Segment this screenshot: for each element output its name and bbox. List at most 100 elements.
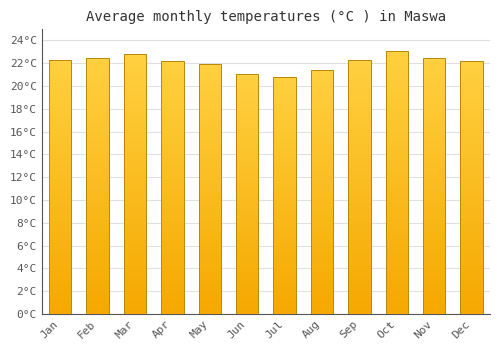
Bar [49, 192, 72, 195]
Bar [386, 172, 408, 174]
Bar [460, 79, 483, 81]
Bar [311, 170, 333, 173]
Bar [198, 124, 221, 127]
Bar [49, 65, 72, 68]
Bar [161, 256, 184, 258]
Bar [274, 300, 296, 302]
Bar [161, 276, 184, 279]
Bar [386, 93, 408, 96]
Bar [460, 134, 483, 137]
Bar [124, 304, 146, 306]
Bar [236, 300, 258, 302]
Bar [124, 210, 146, 213]
Bar [86, 222, 109, 224]
Bar [274, 309, 296, 312]
Bar [348, 273, 370, 276]
Bar [274, 307, 296, 309]
Bar [124, 111, 146, 114]
Bar [161, 147, 184, 149]
Bar [198, 112, 221, 114]
Bar [311, 168, 333, 170]
Bar [49, 289, 72, 291]
Bar [460, 236, 483, 238]
Bar [311, 294, 333, 297]
Bar [460, 228, 483, 231]
Bar [386, 188, 408, 190]
Bar [236, 261, 258, 264]
Bar [124, 275, 146, 278]
Bar [124, 57, 146, 60]
Bar [49, 271, 72, 273]
Bar [423, 178, 446, 181]
Bar [274, 274, 296, 276]
Bar [311, 124, 333, 126]
Bar [49, 177, 72, 179]
Bar [274, 224, 296, 226]
Bar [124, 299, 146, 301]
Bar [460, 102, 483, 104]
Bar [86, 304, 109, 306]
Bar [161, 223, 184, 225]
Bar [86, 291, 109, 294]
Bar [460, 137, 483, 139]
Bar [423, 281, 446, 283]
Bar [311, 165, 333, 168]
Bar [274, 169, 296, 172]
Bar [236, 179, 258, 182]
Bar [311, 158, 333, 160]
Bar [274, 105, 296, 108]
Bar [161, 76, 184, 79]
Bar [460, 86, 483, 89]
Bar [386, 138, 408, 140]
Bar [236, 136, 258, 139]
Bar [124, 306, 146, 309]
Bar [198, 142, 221, 144]
Bar [423, 263, 446, 265]
Bar [198, 177, 221, 179]
Bar [423, 278, 446, 281]
Bar [161, 177, 184, 180]
Bar [311, 119, 333, 121]
Bar [423, 145, 446, 147]
Bar [460, 112, 483, 114]
Bar [86, 93, 109, 96]
Bar [311, 233, 333, 236]
Bar [124, 192, 146, 195]
Bar [236, 105, 258, 107]
Bar [124, 293, 146, 296]
Bar [161, 233, 184, 236]
Bar [49, 197, 72, 199]
Bar [161, 132, 184, 134]
Bar [198, 179, 221, 182]
Bar [124, 309, 146, 312]
Bar [386, 82, 408, 85]
Bar [274, 164, 296, 167]
Bar [386, 303, 408, 306]
Bar [161, 213, 184, 215]
Bar [423, 176, 446, 178]
Bar [86, 265, 109, 268]
Bar [236, 184, 258, 187]
Bar [86, 122, 109, 124]
Bar [198, 162, 221, 164]
Bar [311, 290, 333, 292]
Bar [86, 201, 109, 204]
Bar [274, 304, 296, 307]
Bar [386, 51, 408, 314]
Bar [423, 114, 446, 117]
Bar [386, 56, 408, 58]
Bar [460, 157, 483, 160]
Bar [236, 93, 258, 95]
Bar [423, 60, 446, 63]
Bar [124, 213, 146, 215]
Bar [348, 149, 370, 151]
Bar [161, 261, 184, 264]
Bar [460, 167, 483, 170]
Bar [386, 209, 408, 211]
Bar [311, 192, 333, 195]
Bar [124, 286, 146, 288]
Bar [386, 72, 408, 75]
Bar [124, 168, 146, 171]
Bar [311, 224, 333, 226]
Bar [348, 212, 370, 215]
